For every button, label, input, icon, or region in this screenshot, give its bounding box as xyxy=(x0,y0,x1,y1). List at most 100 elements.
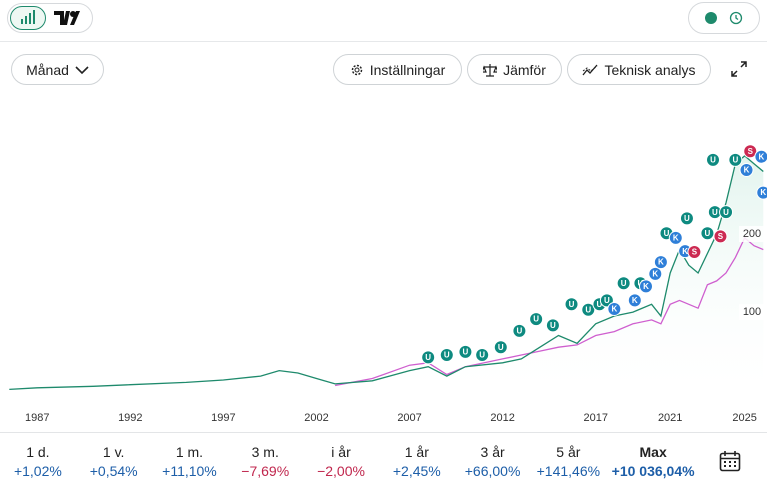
trade-marker: U xyxy=(545,318,560,333)
marker-dot xyxy=(648,266,663,281)
period-label: 1 m. xyxy=(175,444,204,460)
marker-dot xyxy=(458,344,473,359)
period-tab[interactable]: 3 år +66,00% xyxy=(455,433,531,483)
trade-marker: K xyxy=(739,162,754,177)
period-tab[interactable]: Max +10 036,04% xyxy=(606,433,700,483)
trade-marker: K xyxy=(607,301,622,316)
marker-dot xyxy=(564,297,579,312)
marker-label: U xyxy=(444,351,450,360)
marker-label: U xyxy=(569,300,575,309)
marker-dot xyxy=(756,185,767,200)
marker-label: U xyxy=(710,155,716,164)
marker-label: K xyxy=(760,188,766,197)
period-change: +1,02% xyxy=(13,463,62,479)
status-pill[interactable] xyxy=(688,2,760,34)
trade-marker: S xyxy=(743,144,758,159)
marker-label: U xyxy=(732,155,738,164)
trade-marker: U xyxy=(581,302,596,317)
marker-dot xyxy=(607,301,622,316)
period-tab[interactable]: 1 v. +0,54% xyxy=(76,433,152,483)
period-tab[interactable]: 1 d. +1,02% xyxy=(0,433,76,483)
marker-label: U xyxy=(712,208,718,217)
compare-label: Jämför xyxy=(503,61,546,78)
marker-dot xyxy=(713,229,728,244)
period-change: −7,69% xyxy=(241,463,290,479)
fullscreen-icon[interactable] xyxy=(731,61,747,77)
period-tab[interactable]: 1 m. +11,10% xyxy=(152,433,228,483)
period-change: +0,54% xyxy=(89,463,138,479)
marker-dot xyxy=(475,348,490,363)
marker-label: S xyxy=(718,232,724,241)
price-line xyxy=(9,155,764,391)
compare-button[interactable]: Jämför xyxy=(467,54,562,85)
marker-dot xyxy=(529,312,544,327)
marker-label: U xyxy=(597,300,603,309)
marker-label: U xyxy=(517,326,523,335)
trend-icon xyxy=(582,64,598,75)
period-change: +66,00% xyxy=(464,463,521,479)
trade-marker: S xyxy=(713,229,728,244)
marker-dot xyxy=(668,230,683,245)
marker-label: K xyxy=(759,152,765,161)
trade-marker: U xyxy=(512,323,527,338)
x-tick-label: 2017 xyxy=(583,412,607,424)
marker-dot xyxy=(679,211,694,226)
marker-label: U xyxy=(664,229,670,238)
marker-label: K xyxy=(611,305,617,314)
marker-dot xyxy=(754,149,767,164)
calendar-icon[interactable] xyxy=(719,450,741,472)
marker-label: K xyxy=(682,247,688,256)
interval-label: Månad xyxy=(26,61,69,78)
trade-marker: U xyxy=(616,276,631,291)
marker-dot xyxy=(719,205,734,220)
marker-label: U xyxy=(621,279,627,288)
period-label: i år xyxy=(331,444,351,460)
period-change: +11,10% xyxy=(162,463,217,479)
trade-marker: U xyxy=(728,152,743,167)
period-label: 5 år xyxy=(556,444,581,460)
trade-marker: U xyxy=(564,297,579,312)
marker-dot xyxy=(616,276,631,291)
period-tab[interactable]: 5 år +141,46% xyxy=(530,433,606,483)
status-icons xyxy=(705,11,743,25)
chevron-icon xyxy=(75,65,89,74)
gear-icon xyxy=(351,64,362,75)
settings-label: Inställningar xyxy=(369,61,446,78)
period-tabs: 1 d. +1,02% 1 v. +0,54% 1 m. +11,10% 3 m. −7,69… xyxy=(0,433,700,483)
marker-label: U xyxy=(585,305,591,314)
x-tick-label: 2012 xyxy=(490,412,514,424)
tradingview-icon[interactable] xyxy=(54,10,80,26)
marker-dot xyxy=(739,162,754,177)
trade-marker: K xyxy=(653,255,668,270)
marker-label: K xyxy=(744,166,750,175)
marker-label: K xyxy=(658,258,664,267)
marker-dot xyxy=(700,226,715,241)
settings-button[interactable]: Inställningar xyxy=(333,54,462,85)
period-change: +2,45% xyxy=(392,463,441,479)
marker-label: U xyxy=(425,353,431,362)
period-label: 1 v. xyxy=(102,444,125,460)
interval-button[interactable]: Månad xyxy=(11,54,104,85)
period-tab[interactable]: 3 m. −7,69% xyxy=(227,433,303,483)
marker-label: K xyxy=(673,234,679,243)
period-label: Max xyxy=(639,444,667,460)
price-line xyxy=(334,236,764,387)
trade-marker: S xyxy=(687,244,702,259)
area-fill xyxy=(9,155,764,405)
trade-marker: U xyxy=(475,348,490,363)
y-tick-label: 100 xyxy=(743,306,761,318)
trade-marker: U xyxy=(719,205,734,220)
trade-marker: U xyxy=(706,152,721,167)
bars-icon[interactable] xyxy=(10,6,46,30)
top-bar xyxy=(0,0,767,42)
x-tick-label: 2002 xyxy=(304,412,328,424)
period-tab[interactable]: 1 år +2,45% xyxy=(379,433,455,483)
period-tab[interactable]: i år −2,00% xyxy=(303,433,379,483)
technical-button[interactable]: Teknisk analys xyxy=(567,54,711,85)
period-label: 3 m. xyxy=(251,444,279,460)
y-tick-bg xyxy=(739,226,767,243)
x-tick-label: 2007 xyxy=(397,412,421,424)
chart-type-switch[interactable] xyxy=(7,3,93,33)
technical-label: Teknisk analys xyxy=(604,61,696,78)
